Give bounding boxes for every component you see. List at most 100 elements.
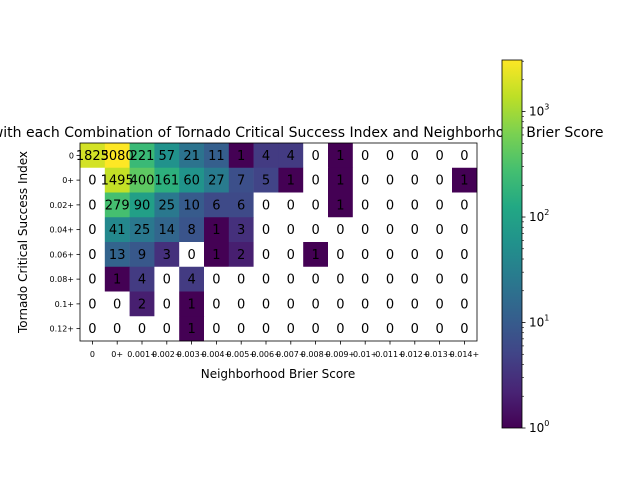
heatmap-cell [104,167,130,193]
x-tick-label: 0.013+ [425,350,455,359]
heatmap-cell [278,266,304,292]
heatmap-cell-value: 0 [435,198,443,213]
heatmap-cell [80,266,106,292]
y-axis-label: Tornado Critical Success Index [16,151,30,334]
heatmap-cell [253,291,279,317]
heatmap-cell-value: 0 [460,322,468,337]
heatmap-cell-value: 0 [311,322,319,337]
heatmap-cell-value: 0 [336,223,344,238]
heatmap-cell [104,242,130,268]
heatmap-cell-value: 0 [411,149,419,164]
x-tick-label: 0.014+ [450,350,480,359]
heatmap-cell-value: 9 [138,248,146,263]
heatmap-cell-value: 0 [361,248,369,263]
colorbar-tick-label: 101 [529,314,549,330]
y-tick-label: 0.02+ [49,201,74,210]
heatmap-cell [104,316,130,342]
heatmap-cell-value: 0 [460,223,468,238]
heatmap-cell-value: 0 [386,198,394,213]
heatmap-cell [377,266,403,292]
heatmap-cell-value: 0 [435,248,443,263]
heatmap-cell-value: 0 [435,273,443,288]
colorbar-frame [501,59,523,429]
heatmap-cell [452,217,478,243]
heatmap-cell [80,217,106,243]
heatmap-cell-value: 0 [386,248,394,263]
heatmap-cell [352,266,378,292]
heatmap-cell [278,192,304,218]
heatmap-cell-value: 0 [287,198,295,213]
heatmap-cell-value: 57 [159,149,176,164]
heatmap-cell-value: 0 [262,297,270,312]
heatmap-cell [427,192,453,218]
heatmap-cell-value: 7 [237,174,245,189]
x-tick-label: 0+ [111,350,123,359]
heatmap-cell-value: 0 [411,273,419,288]
heatmap-cell [303,242,329,268]
x-tick-label: 0.01+ [353,350,378,359]
heatmap-cell-value: 1 [212,248,220,263]
heatmap-cell [303,316,329,342]
heatmap-cell-value: 1 [336,198,344,213]
heatmap-cell-value: 221 [130,149,155,164]
heatmap-cell-value: 0 [361,174,369,189]
heatmap-cell-value: 0 [411,297,419,312]
heatmap-cell-value: 0 [212,297,220,312]
heatmap-cell [303,291,329,317]
heatmap-cell-value: 0 [287,322,295,337]
heatmap-cell [377,167,403,193]
heatmap-cell [129,316,155,342]
y-tick-label: 0.1+ [55,300,74,309]
y-tick-label: 0.06+ [49,250,74,259]
heatmap-cell [253,192,279,218]
heatmap-cell-value: 0 [88,223,96,238]
heatmap-cell-value: 161 [154,174,179,189]
heatmap-cell [228,291,254,317]
heatmap-cell-value: 0 [237,273,245,288]
heatmap-cell [228,266,254,292]
x-tick-label: 0.001+ [127,350,157,359]
heatmap-cell-value: 279 [105,198,130,213]
heatmap-cell [129,143,155,169]
heatmap-cell-value: 0 [113,322,121,337]
heatmap-cell-value: 0 [287,273,295,288]
heatmap-cell-value: 400 [130,174,155,189]
heatmap-cell [179,192,205,218]
heatmap-cell [129,217,155,243]
heatmap-cell-value: 0 [311,149,319,164]
heatmap-cell-value: 0 [88,198,96,213]
heatmap-cell-value: 4 [287,149,295,164]
chart-title: Days with each Combination of Tornado Cr… [0,125,604,141]
heatmap-cell [352,291,378,317]
heatmap-cell-value: 0 [311,297,319,312]
heatmap-cell-value: 5 [262,174,270,189]
heatmap-cell-value: 3 [163,248,171,263]
heatmap-cell-value: 6 [237,198,245,213]
heatmap-cell-value: 0 [361,149,369,164]
heatmap-cell-value: 0 [336,297,344,312]
heatmap-cell [80,291,106,317]
heatmap-cell-value: 0 [411,248,419,263]
heatmap-cell [352,316,378,342]
heatmap-cell [228,143,254,169]
x-axis-ticks: 0 0+ 0.001+0.002+0.003+0.004+0.005+0.006+0… [90,341,479,359]
x-tick-label: 0.012+ [400,350,430,359]
heatmap-cell-value: 0 [237,297,245,312]
heatmap-cell [402,192,428,218]
heatmap-cell [278,167,304,193]
heatmap-cell [303,167,329,193]
heatmap-cell-value: 0 [386,174,394,189]
colorbar-tick-label: 103 [529,103,549,119]
x-tick-label: 0.005+ [226,350,256,359]
heatmap-cell-value: 0 [262,198,270,213]
heatmap-cell [204,316,230,342]
heatmap-cell [452,266,478,292]
heatmap-cell-value: 0 [386,223,394,238]
heatmap-cell-value: 0 [163,273,171,288]
heatmap-cell [204,167,230,193]
x-tick-label: 0.003+ [177,350,207,359]
heatmap-cell-value: 0 [411,322,419,337]
heatmap-cell-value: 1825 [76,149,109,164]
heatmap-cell-value: 0 [361,198,369,213]
